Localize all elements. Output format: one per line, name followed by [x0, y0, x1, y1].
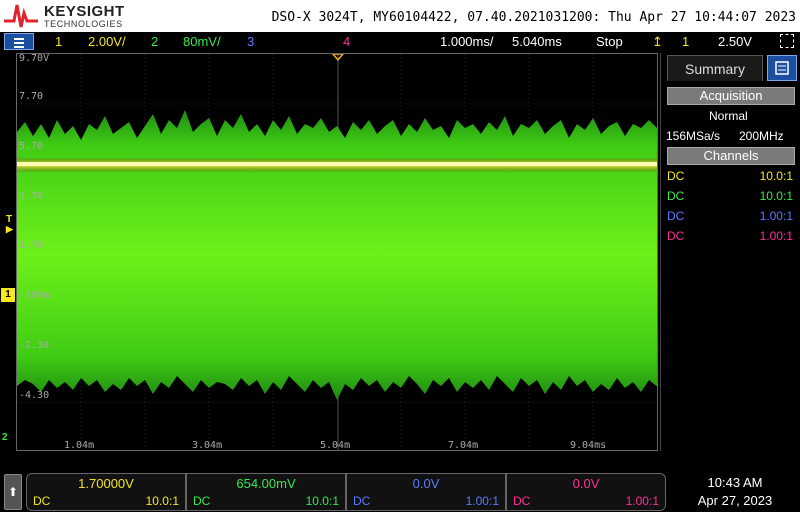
- main-menu-button[interactable]: [4, 33, 34, 50]
- keysight-logo: KEYSIGHT TECHNOLOGIES: [4, 2, 134, 30]
- tab-summary[interactable]: Summary: [667, 55, 763, 81]
- ch3-coupling: DC: [353, 494, 371, 508]
- trigger-level-marker[interactable]: T: [6, 214, 13, 225]
- ch1-coupling: DC: [33, 494, 51, 508]
- ch1-probe: 10.0:1: [759, 169, 793, 183]
- time-delay[interactable]: 5.040ms: [512, 34, 562, 49]
- ch2-label[interactable]: 2: [151, 34, 159, 49]
- clock: 10:43 AM Apr 27, 2023: [680, 474, 790, 510]
- ch1-coupling: DC: [667, 169, 685, 183]
- x-tick-label: 7.04m: [448, 440, 479, 451]
- y-tick-label: -300m: [19, 290, 50, 301]
- ch3-offset: 0.0V: [412, 476, 440, 491]
- ch3-label[interactable]: 3: [247, 34, 255, 49]
- trigger-level[interactable]: 2.50V: [718, 34, 752, 49]
- clock-time: 10:43 AM: [707, 475, 763, 490]
- ch2-trace: [17, 110, 657, 400]
- waveform-display[interactable]: [16, 53, 658, 451]
- keysight-wave-icon: [4, 4, 38, 28]
- ch3-coupling: DC: [667, 209, 685, 223]
- ch1-probe: 10.0:1: [145, 494, 179, 508]
- x-tick-label: 3.04m: [192, 440, 223, 451]
- timebase-scale[interactable]: 1.000ms/: [440, 34, 494, 49]
- ch2-info-box[interactable]: 654.00mV DC 10.0:1: [186, 473, 346, 511]
- ch2-ground-marker[interactable]: 2: [2, 432, 8, 443]
- ch2-coupling: DC: [193, 494, 211, 508]
- x-tick-label: 5.04m: [320, 440, 351, 451]
- acquisition-mode: Normal: [709, 109, 748, 123]
- ch2-coupling: DC: [667, 189, 685, 203]
- y-tick-label: 9.70V: [19, 53, 50, 64]
- y-tick-label: -2.30: [19, 340, 50, 351]
- menu-line-icon: [14, 38, 24, 40]
- ch4-coupling: DC: [667, 229, 685, 243]
- ch3-info-box[interactable]: 0.0V DC 1.00:1: [346, 473, 506, 511]
- instrument-info: DSO-X 3024T, MY60104422, 07.40.202103120…: [271, 10, 796, 25]
- side-panel: Summary Acquisition Normal 156MSa/s 200M…: [660, 53, 800, 451]
- ch1-label[interactable]: 1: [55, 34, 63, 49]
- ch2-probe: 10.0:1: [759, 189, 793, 203]
- y-tick-label: 1.70: [19, 240, 44, 251]
- ch2-probe: 10.0:1: [305, 494, 339, 508]
- brand-subtitle: TECHNOLOGIES: [44, 19, 123, 29]
- ch3-probe: 1.00:1: [465, 494, 499, 508]
- trigger-edge-icon: ↥: [652, 34, 663, 49]
- clock-date: Apr 27, 2023: [697, 493, 773, 508]
- ch4-probe: 1.00:1: [625, 494, 659, 508]
- menu-line-icon: [14, 46, 24, 48]
- bottom-bar: ⬆ 1.70000V DC 10.0:1 654.00mV DC 10.0:1 …: [0, 462, 800, 512]
- sample-rate: 156MSa/s: [666, 129, 721, 143]
- ch2-offset: 654.00mV: [236, 476, 296, 491]
- trigger-source[interactable]: 1: [682, 34, 690, 49]
- trigger-arrow-icon: ▶: [6, 224, 13, 234]
- title-bar: KEYSIGHT TECHNOLOGIES DSO-X 3024T, MY601…: [0, 0, 800, 32]
- run-state[interactable]: Stop: [596, 34, 623, 49]
- tab-menu-icon[interactable]: [767, 55, 797, 81]
- y-tick-label: -4.30: [19, 390, 50, 401]
- y-tick-label: 5.70: [19, 141, 44, 152]
- waveform-svg: [17, 54, 657, 450]
- x-tick-label: 9.04ms: [570, 440, 607, 451]
- ch3-probe: 1.00:1: [759, 209, 793, 223]
- ch1-info-box[interactable]: 1.70000V DC 10.0:1: [26, 473, 186, 511]
- ch4-offset: 0.0V: [572, 476, 600, 491]
- ch1-offset: 1.70000V: [78, 476, 134, 491]
- channel-row-4: DC 1.00:1: [667, 229, 795, 247]
- ch1-scale[interactable]: 2.00V/: [88, 34, 126, 49]
- acquisition-header[interactable]: Acquisition: [667, 87, 795, 105]
- ch4-coupling: DC: [513, 494, 531, 508]
- menu-line-icon: [14, 42, 24, 44]
- ch4-probe: 1.00:1: [759, 229, 793, 243]
- ch4-label[interactable]: 4: [343, 34, 351, 49]
- status-bar: 1 2.00V/ 2 80mV/ 3 4 1.000ms/ 5.040ms St…: [0, 32, 800, 51]
- bandwidth: 200MHz: [739, 129, 784, 143]
- ch1-trace-core: [17, 162, 657, 166]
- fullscreen-icon[interactable]: [780, 34, 794, 48]
- channel-row-1: DC 10.0:1: [667, 169, 795, 187]
- y-tick-label: 3.70: [19, 191, 44, 202]
- trigger-position-marker[interactable]: [332, 54, 344, 62]
- list-icon: [775, 61, 789, 75]
- y-tick-label: 7.70: [19, 91, 44, 102]
- ch4-info-box[interactable]: 0.0V DC 1.00:1: [506, 473, 666, 511]
- brand-name: KEYSIGHT: [44, 3, 125, 20]
- expand-up-button[interactable]: ⬆: [4, 474, 22, 510]
- ch1-ground-marker[interactable]: 1: [1, 288, 15, 302]
- ch2-scale[interactable]: 80mV/: [183, 34, 221, 49]
- x-tick-label: 1.04m: [64, 440, 95, 451]
- channel-row-2: DC 10.0:1: [667, 189, 795, 207]
- channel-row-3: DC 1.00:1: [667, 209, 795, 227]
- channels-header[interactable]: Channels: [667, 147, 795, 165]
